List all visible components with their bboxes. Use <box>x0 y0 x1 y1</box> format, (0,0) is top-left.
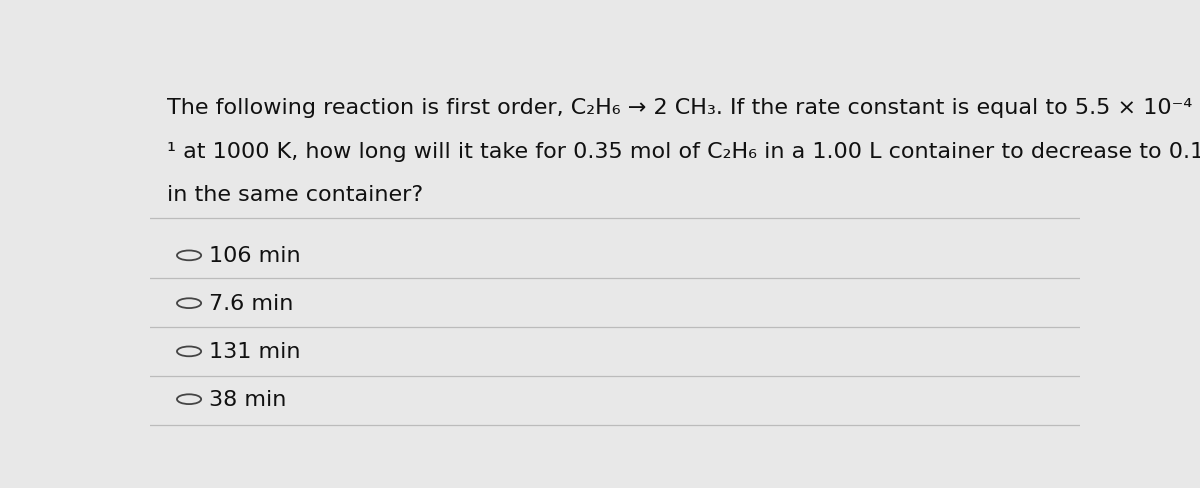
Text: ¹ at 1000 K, how long will it take for 0.35 mol of C₂H₆ in a 1.00 L container to: ¹ at 1000 K, how long will it take for 0… <box>167 141 1200 161</box>
Text: 38 min: 38 min <box>209 389 286 409</box>
Text: 131 min: 131 min <box>209 342 300 362</box>
Text: 106 min: 106 min <box>209 246 300 266</box>
Text: The following reaction is first order, C₂H₆ → 2 CH₃. If the rate constant is equ: The following reaction is first order, C… <box>167 98 1200 118</box>
Text: in the same container?: in the same container? <box>167 184 422 204</box>
Text: 7.6 min: 7.6 min <box>209 294 293 313</box>
